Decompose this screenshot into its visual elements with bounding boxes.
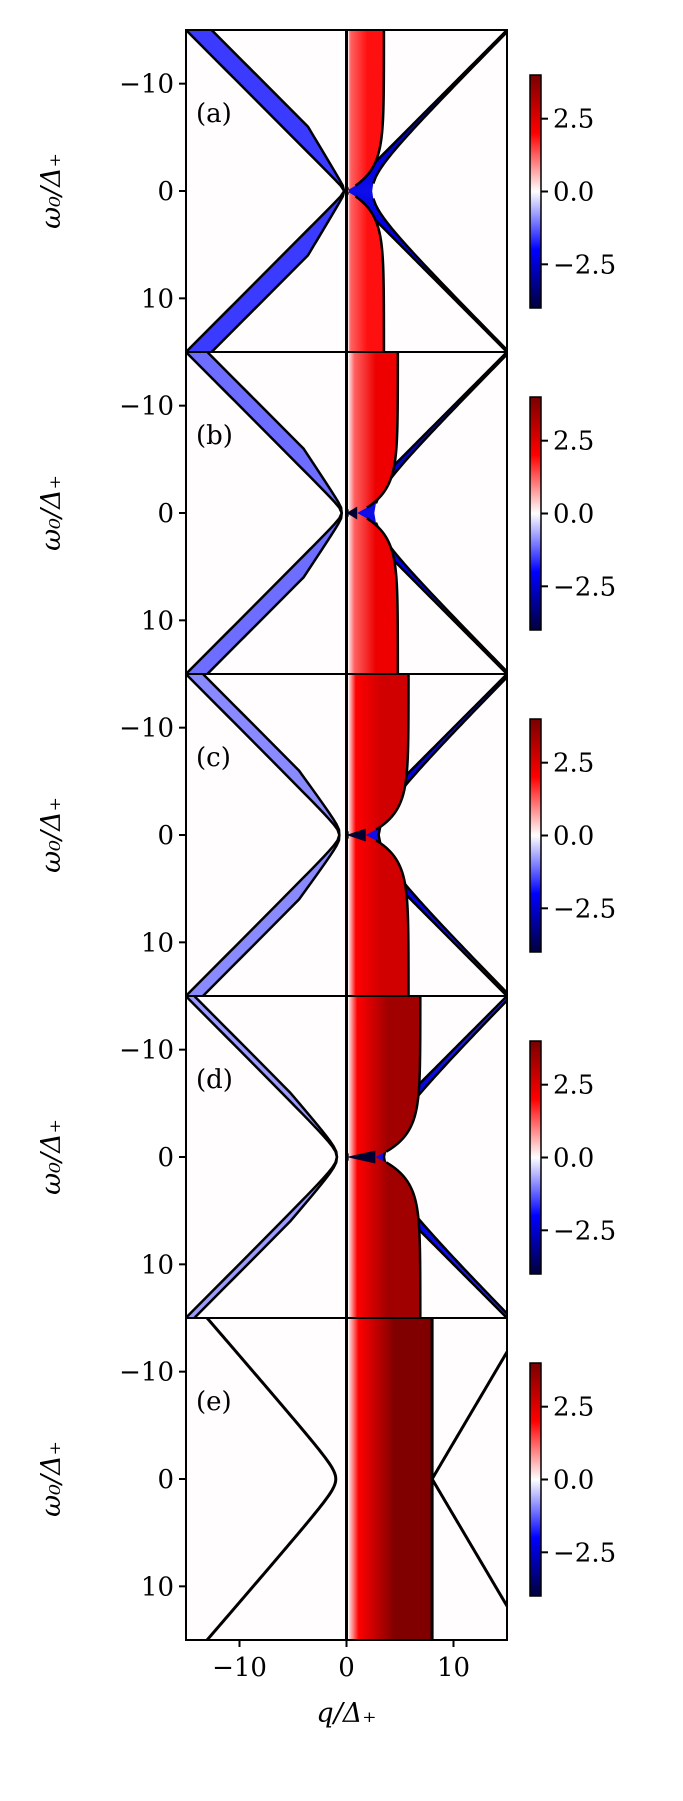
colorbar-tick-label: 2.5 [553,427,594,457]
colorbar-tick-label: −2.5 [553,894,616,924]
colorbar [529,74,542,309]
panel-label: (e) [196,1387,232,1417]
y-tick-label: 10 [141,928,174,958]
colorbar-tick-label: −2.5 [553,1538,616,1568]
y-tick-label: 0 [157,821,174,851]
colorbar-tick-label: 2.5 [553,1071,594,1101]
y-tick-label: 0 [157,177,174,207]
left-cone-band [186,352,342,674]
colorbar [529,1040,542,1275]
colorbar-tick-label: 2.5 [553,105,594,135]
colorbar [529,718,542,953]
red-band [348,352,398,674]
colorbar [529,1362,542,1597]
y-tick-label: 0 [157,1143,174,1173]
colorbar-tick-label: −2.5 [553,1216,616,1246]
colorbar-tick-label: −2.5 [553,572,616,602]
y-tick-label: −10 [119,714,174,744]
red-band [348,1318,433,1640]
panel-c: (c) 10 0 −10 ω₀/Δ₊ 2.5 0.0 −2.5 [36,673,616,997]
x-tick-label: −10 [212,1653,267,1683]
panel-label: (c) [196,743,231,773]
y-tick-label: 0 [157,1465,174,1495]
panel-b: (b) 10 0 −10 ω₀/Δ₊ 2.5 0.0 −2.5 [36,351,616,675]
red-band [348,674,409,996]
shared-x-axis: −10 0 10 q/Δ₊ [212,1640,470,1729]
left-cone-band [186,674,340,996]
colorbar-tick-label: 0.0 [553,1144,594,1174]
y-tick-label: −10 [119,392,174,422]
y-tick-label: 0 [157,499,174,529]
panel-label: (a) [196,99,232,129]
colorbar [529,396,542,631]
colorbar-tick-label: 2.5 [553,1393,594,1423]
panel-label: (d) [196,1065,233,1095]
y-axis-label: ω₀/Δ₊ [36,153,67,229]
panel-label: (b) [196,421,233,451]
colorbar-tick-label: 2.5 [553,749,594,779]
colorbar-tick-label: 0.0 [553,500,594,530]
y-axis-label: ω₀/Δ₊ [36,797,67,873]
colorbar-tick-label: 0.0 [553,1466,594,1496]
colorbar-tick-label: −2.5 [553,250,616,280]
x-tick-label: 10 [437,1653,470,1683]
y-tick-label: 10 [141,1250,174,1280]
panel-a: (a) 10 0 −10 ω₀/Δ₊ 2.5 0.0 −2.5 [36,29,616,353]
panels-layer: (a) 10 0 −10 ω₀/Δ₊ 2.5 0.0 −2.5 (b) 10 0 −10 ω₀/Δ₊ 2.… [36,29,616,1641]
colorbar-tick-label: 0.0 [553,178,594,208]
y-axis-label: ω₀/Δ₊ [36,475,67,551]
colorbar-tick-label: 0.0 [553,822,594,852]
red-band [348,996,421,1318]
y-tick-label: 10 [141,606,174,636]
left-cone-band [186,30,345,352]
panel-e: (e) 10 0 −10 ω₀/Δ₊ 2.5 0.0 −2.5 [36,1317,616,1641]
y-tick-label: 10 [141,1572,174,1602]
panel-d: (d) 10 0 −10 ω₀/Δ₊ 2.5 0.0 −2.5 [36,995,616,1319]
y-axis-label: ω₀/Δ₊ [36,1441,67,1517]
left-hyperbola [205,1318,338,1640]
y-axis-label: ω₀/Δ₊ [36,1119,67,1195]
y-tick-label: −10 [119,1036,174,1066]
x-tick-label: 0 [338,1653,355,1683]
y-tick-label: −10 [119,1358,174,1388]
x-axis-label: q/Δ₊ [316,1698,376,1729]
y-tick-label: 10 [141,284,174,314]
red-band [346,30,384,352]
y-tick-label: −10 [119,70,174,100]
